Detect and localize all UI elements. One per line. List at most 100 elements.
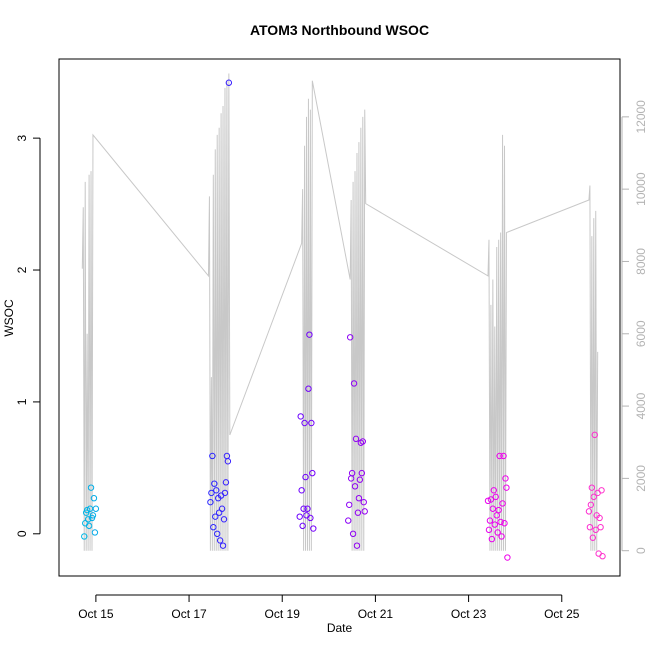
data-point [212,513,219,520]
plot-frame [58,58,621,577]
data-point [225,79,233,86]
data-point [298,487,305,494]
data-point [499,500,506,507]
data-point [494,529,501,536]
data-point [218,505,226,512]
data-point [210,524,217,531]
data-point [347,475,355,482]
y2-tick-label: 2000 [634,465,648,492]
data-point [309,469,316,477]
x-axis-label: Date [327,621,353,635]
data-point [358,469,366,477]
data-point [348,469,356,477]
data-point [585,508,593,515]
data-point [89,512,97,519]
data-point [297,413,304,420]
series-line [81,73,599,551]
data-point [345,517,352,524]
data-point [586,524,594,531]
data-point [487,496,495,503]
data-point [504,554,511,561]
data-point [308,419,315,427]
data-point [83,506,91,514]
data-point [361,508,368,515]
data-point [90,494,98,502]
data-point [305,385,312,392]
data-point [223,452,231,460]
y2-tick-label: 10000 [634,172,648,206]
data-point [598,487,605,494]
data-point [306,331,313,338]
y2-tick-label: 4000 [634,392,648,419]
data-point [502,475,509,482]
data-point [87,484,95,491]
right-axis-series-line [81,73,599,551]
x-tick-label: Oct 25 [544,607,580,621]
data-point [498,533,505,540]
wsoc-points [81,79,606,561]
data-point [488,535,496,543]
data-point [496,452,503,460]
data-point [84,516,92,523]
x-tick-label: Oct 15 [78,607,114,621]
data-point [599,553,606,560]
data-point [209,452,216,460]
y2-tick-label: 8000 [634,248,648,275]
data-point [81,533,88,540]
data-point [92,505,100,512]
data-point [351,483,359,490]
y-tick-label: 3 [15,134,29,141]
data-point [352,435,360,443]
data-point [346,334,354,341]
data-point [213,487,220,494]
data-point [501,520,508,527]
y-tick-label: 1 [15,398,29,405]
data-point [503,484,510,491]
data-point [484,497,492,505]
data-point [596,514,603,522]
data-point [497,518,504,526]
y2-tick-label: 12000 [634,100,648,134]
data-point [304,505,311,512]
data-point [491,521,498,528]
data-point [299,522,306,530]
data-point [219,542,227,549]
data-point [595,550,602,557]
x-tick-label: Oct 19 [265,607,301,621]
data-point [591,431,598,439]
data-point [359,438,366,445]
chart-title: ATOM3 Northbound WSOC [250,22,429,38]
data-point [350,380,358,387]
data-point [587,501,595,508]
data-point [224,458,232,465]
y2-tick-label: 0 [634,547,648,554]
data-point [485,526,493,534]
data-point [307,514,314,522]
data-point [211,480,218,487]
data-point [489,505,497,512]
data-point [207,498,214,506]
data-point [216,537,224,544]
data-point [490,487,498,494]
data-point [303,512,310,519]
data-point [222,479,230,486]
data-point [588,484,596,491]
x-tick-label: Oct 23 [451,607,487,621]
data-point [486,517,494,524]
axes: Oct 15 Oct 17 Oct 19 Oct 21 Oct 23 Oct 25 0 1 2 3… [15,100,648,621]
data-point [221,489,229,497]
data-point [349,530,357,537]
data-point [500,452,507,460]
data-point [360,498,367,506]
data-point [301,419,308,427]
y-axis-label: WSOC [2,299,16,337]
data-point [590,493,597,501]
data-point [300,505,307,512]
data-point [597,524,604,531]
data-point [346,501,353,508]
data-point [296,513,303,520]
y2-tick-label: 6000 [634,320,648,347]
x-tick-label: Oct 17 [171,607,207,621]
data-point [592,526,599,534]
